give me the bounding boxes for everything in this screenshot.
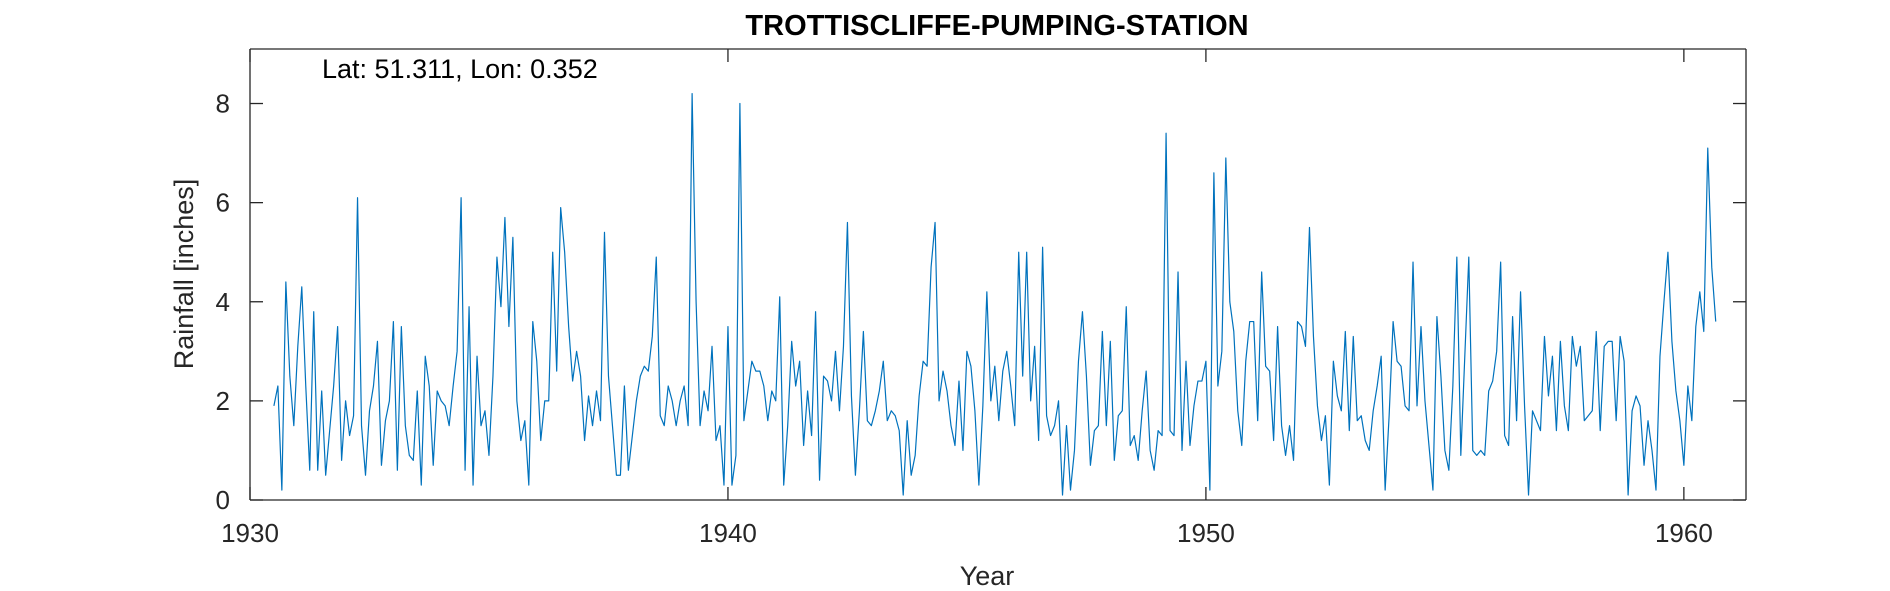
axis-tick-labels: 1930 1940 1950 1960 0 2 4 6 8 xyxy=(216,89,1713,548)
x-tick-label: 1950 xyxy=(1177,518,1235,548)
x-tick-label: 1960 xyxy=(1655,518,1713,548)
rainfall-series-line xyxy=(273,92,1717,496)
x-tick-label: 1940 xyxy=(699,518,757,548)
x-tick-label: 1930 xyxy=(221,518,279,548)
y-tick-label: 6 xyxy=(216,188,230,218)
chart-title: TROTTISCLIFFE-PUMPING-STATION xyxy=(745,10,1248,42)
series-group xyxy=(273,92,1717,496)
y-tick-label: 0 xyxy=(216,485,230,515)
plot-box xyxy=(249,48,1747,501)
y-tick-label: 2 xyxy=(216,386,230,416)
y-tick-label: 4 xyxy=(216,287,230,317)
axis-ticks xyxy=(249,49,1746,501)
x-axis-title: Year xyxy=(960,561,1015,591)
y-axis-title: Rainfall [inches] xyxy=(169,179,199,370)
location-annotation: Lat: 51.311, Lon: 0.352 xyxy=(322,54,598,84)
y-tick-label: 8 xyxy=(216,89,230,119)
